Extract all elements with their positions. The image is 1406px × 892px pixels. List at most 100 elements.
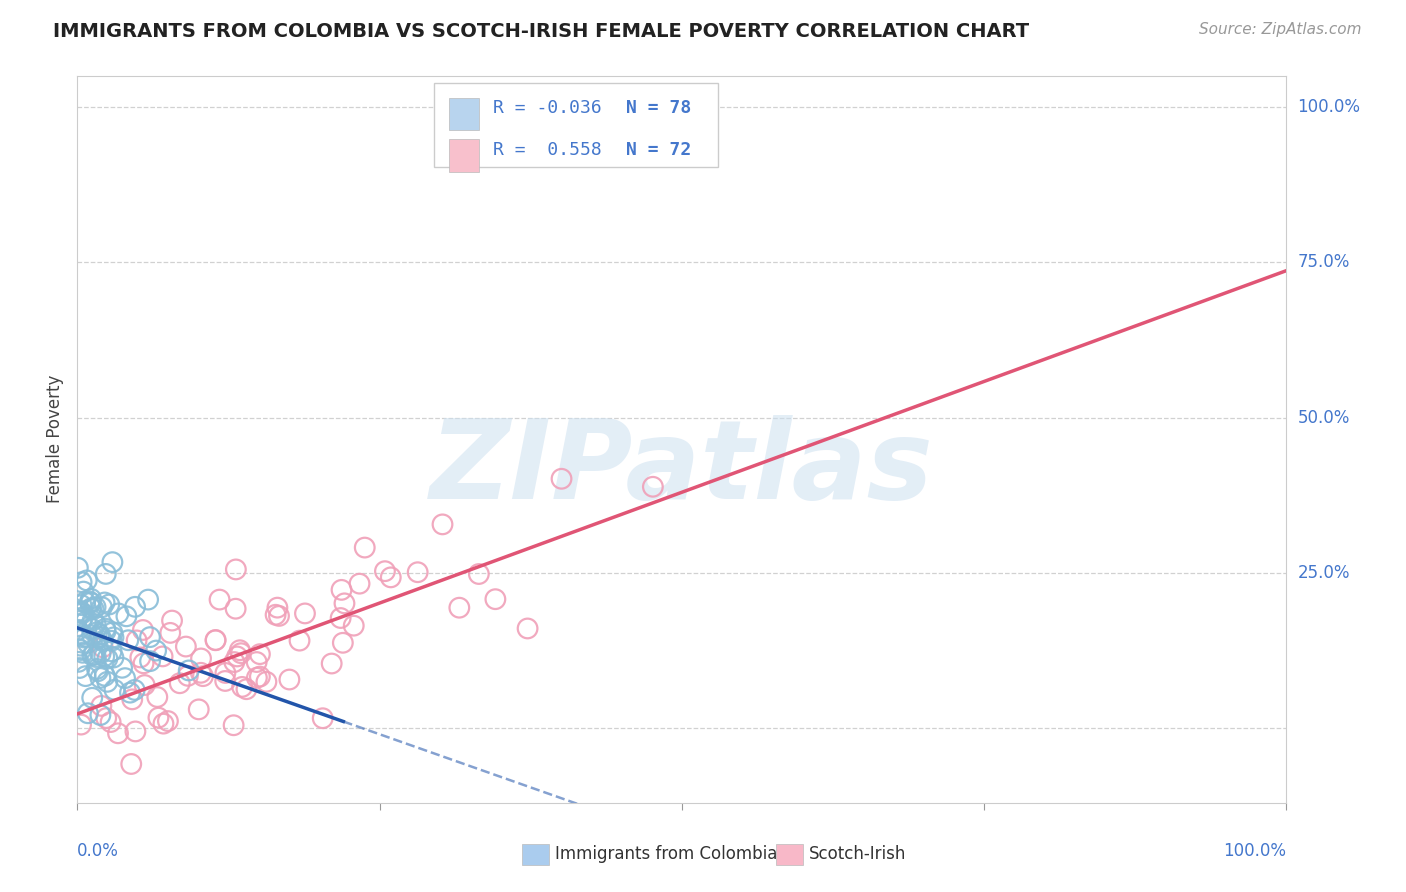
Point	[93, 595, 115, 609]
Point	[229, 646, 252, 660]
Point	[89, 671, 111, 685]
Point	[94, 624, 117, 638]
Point	[82, 648, 104, 663]
Point	[177, 669, 200, 683]
Point	[82, 614, 104, 628]
Point	[214, 665, 236, 680]
Point	[468, 567, 491, 582]
Point	[484, 592, 506, 607]
Point	[204, 633, 226, 648]
Point	[118, 686, 141, 700]
Text: 100.0%: 100.0%	[1298, 98, 1361, 116]
Point	[90, 647, 112, 661]
Point	[66, 623, 89, 637]
Point	[73, 595, 96, 609]
Point	[134, 678, 156, 692]
Point	[70, 575, 93, 590]
Point	[380, 570, 402, 584]
Point	[132, 623, 155, 637]
Point	[100, 714, 122, 729]
Point	[84, 650, 107, 665]
Text: 75.0%: 75.0%	[1298, 253, 1350, 271]
Text: R =  0.558: R = 0.558	[494, 141, 602, 159]
Point	[66, 605, 89, 619]
Point	[246, 655, 269, 669]
Point	[226, 649, 249, 664]
Point	[145, 643, 167, 657]
Point	[101, 555, 124, 569]
Point	[121, 692, 143, 706]
Point	[90, 698, 112, 713]
Point	[75, 669, 97, 683]
Text: 25.0%: 25.0%	[1298, 564, 1350, 582]
Point	[70, 598, 93, 612]
Point	[107, 726, 129, 740]
Point	[76, 706, 98, 721]
Text: IMMIGRANTS FROM COLOMBIA VS SCOTCH-IRISH FEMALE POVERTY CORRELATION CHART: IMMIGRANTS FROM COLOMBIA VS SCOTCH-IRISH…	[53, 22, 1029, 41]
Point	[264, 607, 287, 622]
Point	[152, 716, 174, 731]
Point	[94, 622, 117, 636]
Point	[333, 596, 356, 610]
Text: 100.0%: 100.0%	[1223, 842, 1286, 860]
Point	[343, 618, 366, 632]
Point	[96, 674, 118, 689]
Point	[79, 595, 101, 609]
Point	[190, 665, 212, 680]
Point	[101, 625, 124, 640]
Point	[70, 627, 93, 641]
Point	[148, 711, 170, 725]
Text: Source: ZipAtlas.com: Source: ZipAtlas.com	[1198, 22, 1361, 37]
Point	[329, 611, 352, 625]
Point	[84, 617, 107, 632]
Point	[160, 614, 183, 628]
Point	[267, 608, 290, 623]
Point	[156, 714, 179, 728]
Point	[70, 614, 93, 628]
Point	[139, 630, 162, 644]
Point	[330, 582, 353, 597]
Point	[75, 615, 97, 629]
Point	[98, 598, 121, 612]
Point	[96, 711, 118, 725]
Point	[229, 643, 252, 657]
Point	[124, 682, 146, 697]
Point	[249, 670, 271, 684]
Point	[69, 639, 91, 653]
Point	[70, 605, 93, 619]
Point	[100, 633, 122, 648]
Point	[288, 633, 311, 648]
Point	[222, 718, 245, 732]
Text: Scotch-Irish: Scotch-Irish	[808, 846, 907, 863]
Point	[139, 654, 162, 668]
Point	[72, 646, 94, 660]
Point	[129, 650, 152, 665]
Point	[449, 600, 471, 615]
Point	[641, 480, 664, 494]
Point	[214, 673, 236, 688]
Point	[312, 711, 335, 725]
Y-axis label: Female Poverty: Female Poverty	[46, 376, 65, 503]
Point	[111, 661, 134, 675]
Point	[94, 669, 117, 683]
Point	[321, 657, 343, 671]
Point	[103, 650, 125, 665]
Point	[152, 649, 174, 664]
Point	[75, 630, 97, 644]
Point	[169, 676, 191, 690]
Point	[70, 717, 93, 731]
Point	[70, 643, 93, 657]
Point	[120, 756, 142, 771]
Point	[125, 633, 148, 648]
Point	[94, 566, 117, 581]
Point	[83, 602, 105, 616]
Point	[225, 601, 247, 615]
Point	[89, 708, 111, 723]
Point	[550, 472, 572, 486]
Point	[235, 682, 257, 697]
Point	[159, 626, 181, 640]
Point	[96, 651, 118, 665]
Text: Immigrants from Colombia: Immigrants from Colombia	[555, 846, 778, 863]
Point	[353, 541, 375, 555]
Point	[76, 574, 98, 588]
